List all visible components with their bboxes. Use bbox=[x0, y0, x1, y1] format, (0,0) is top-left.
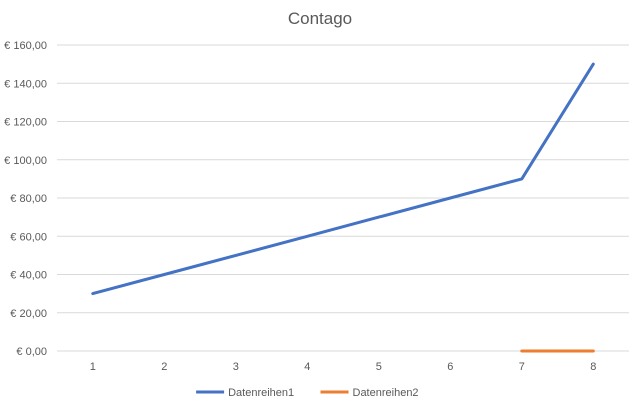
x-tick-label: 4 bbox=[304, 361, 310, 373]
x-tick-label: 6 bbox=[447, 361, 453, 373]
legend-item-1: Datenreihen1 bbox=[196, 387, 294, 399]
x-tick-label: 1 bbox=[90, 361, 96, 373]
x-tick-label: 5 bbox=[376, 361, 382, 373]
x-tick-label: 3 bbox=[233, 361, 239, 373]
x-tick-label: 2 bbox=[161, 361, 167, 373]
y-tick-label: € 140,00 bbox=[4, 78, 47, 90]
legend-label: Datenreihen2 bbox=[353, 387, 419, 399]
y-tick-label: € 0,00 bbox=[16, 346, 47, 358]
y-tick-label: € 120,00 bbox=[4, 117, 47, 129]
legend-item-2: Datenreihen2 bbox=[320, 387, 419, 399]
y-tick-label: € 60,00 bbox=[10, 231, 47, 243]
x-axis-tick-labels: 1 2 3 4 5 6 7 8 bbox=[90, 361, 597, 373]
y-tick-label: € 20,00 bbox=[10, 308, 47, 320]
x-tick-label: 7 bbox=[519, 361, 525, 373]
gridlines bbox=[57, 44, 629, 352]
y-tick-label: € 80,00 bbox=[10, 193, 47, 205]
legend: Datenreihen1 Datenreihen2 bbox=[196, 387, 419, 399]
series-lines bbox=[91, 62, 595, 353]
y-tick-label: € 160,00 bbox=[4, 40, 47, 52]
x-tick-label: 8 bbox=[590, 361, 596, 373]
series-line-1 bbox=[91, 62, 595, 296]
chart-title: Contago bbox=[288, 9, 352, 28]
y-tick-label: € 40,00 bbox=[10, 270, 47, 282]
legend-label: Datenreihen1 bbox=[228, 387, 294, 399]
y-axis-tick-labels: € 0,00 € 20,00 € 40,00 € 60,00 € 80,00 € 100,… bbox=[4, 40, 47, 358]
y-tick-label: € 100,00 bbox=[4, 155, 47, 167]
